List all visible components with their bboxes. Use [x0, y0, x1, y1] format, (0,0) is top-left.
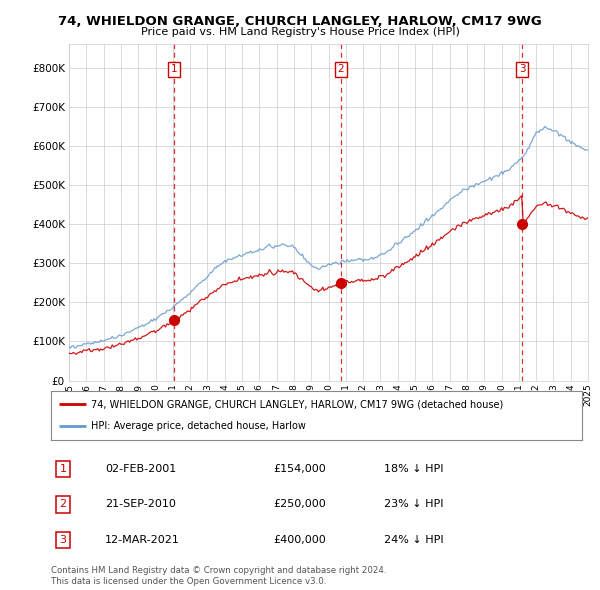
Text: 3: 3: [519, 64, 526, 74]
Text: 2: 2: [59, 500, 67, 509]
Text: 18% ↓ HPI: 18% ↓ HPI: [384, 464, 443, 474]
Text: 23% ↓ HPI: 23% ↓ HPI: [384, 500, 443, 509]
Text: 12-MAR-2021: 12-MAR-2021: [105, 535, 180, 545]
Text: Contains HM Land Registry data © Crown copyright and database right 2024.: Contains HM Land Registry data © Crown c…: [51, 566, 386, 575]
Text: £154,000: £154,000: [273, 464, 326, 474]
Text: HPI: Average price, detached house, Harlow: HPI: Average price, detached house, Harl…: [91, 421, 306, 431]
Text: This data is licensed under the Open Government Licence v3.0.: This data is licensed under the Open Gov…: [51, 577, 326, 586]
Text: £250,000: £250,000: [273, 500, 326, 509]
Text: 24% ↓ HPI: 24% ↓ HPI: [384, 535, 443, 545]
Text: 1: 1: [59, 464, 67, 474]
Text: 2: 2: [338, 64, 344, 74]
Text: 3: 3: [59, 535, 67, 545]
Text: 74, WHIELDON GRANGE, CHURCH LANGLEY, HARLOW, CM17 9WG: 74, WHIELDON GRANGE, CHURCH LANGLEY, HAR…: [58, 15, 542, 28]
Text: Price paid vs. HM Land Registry's House Price Index (HPI): Price paid vs. HM Land Registry's House …: [140, 27, 460, 37]
Text: 1: 1: [171, 64, 178, 74]
Text: 74, WHIELDON GRANGE, CHURCH LANGLEY, HARLOW, CM17 9WG (detached house): 74, WHIELDON GRANGE, CHURCH LANGLEY, HAR…: [91, 399, 503, 409]
Text: 21-SEP-2010: 21-SEP-2010: [105, 500, 176, 509]
Text: 02-FEB-2001: 02-FEB-2001: [105, 464, 176, 474]
Text: £400,000: £400,000: [273, 535, 326, 545]
